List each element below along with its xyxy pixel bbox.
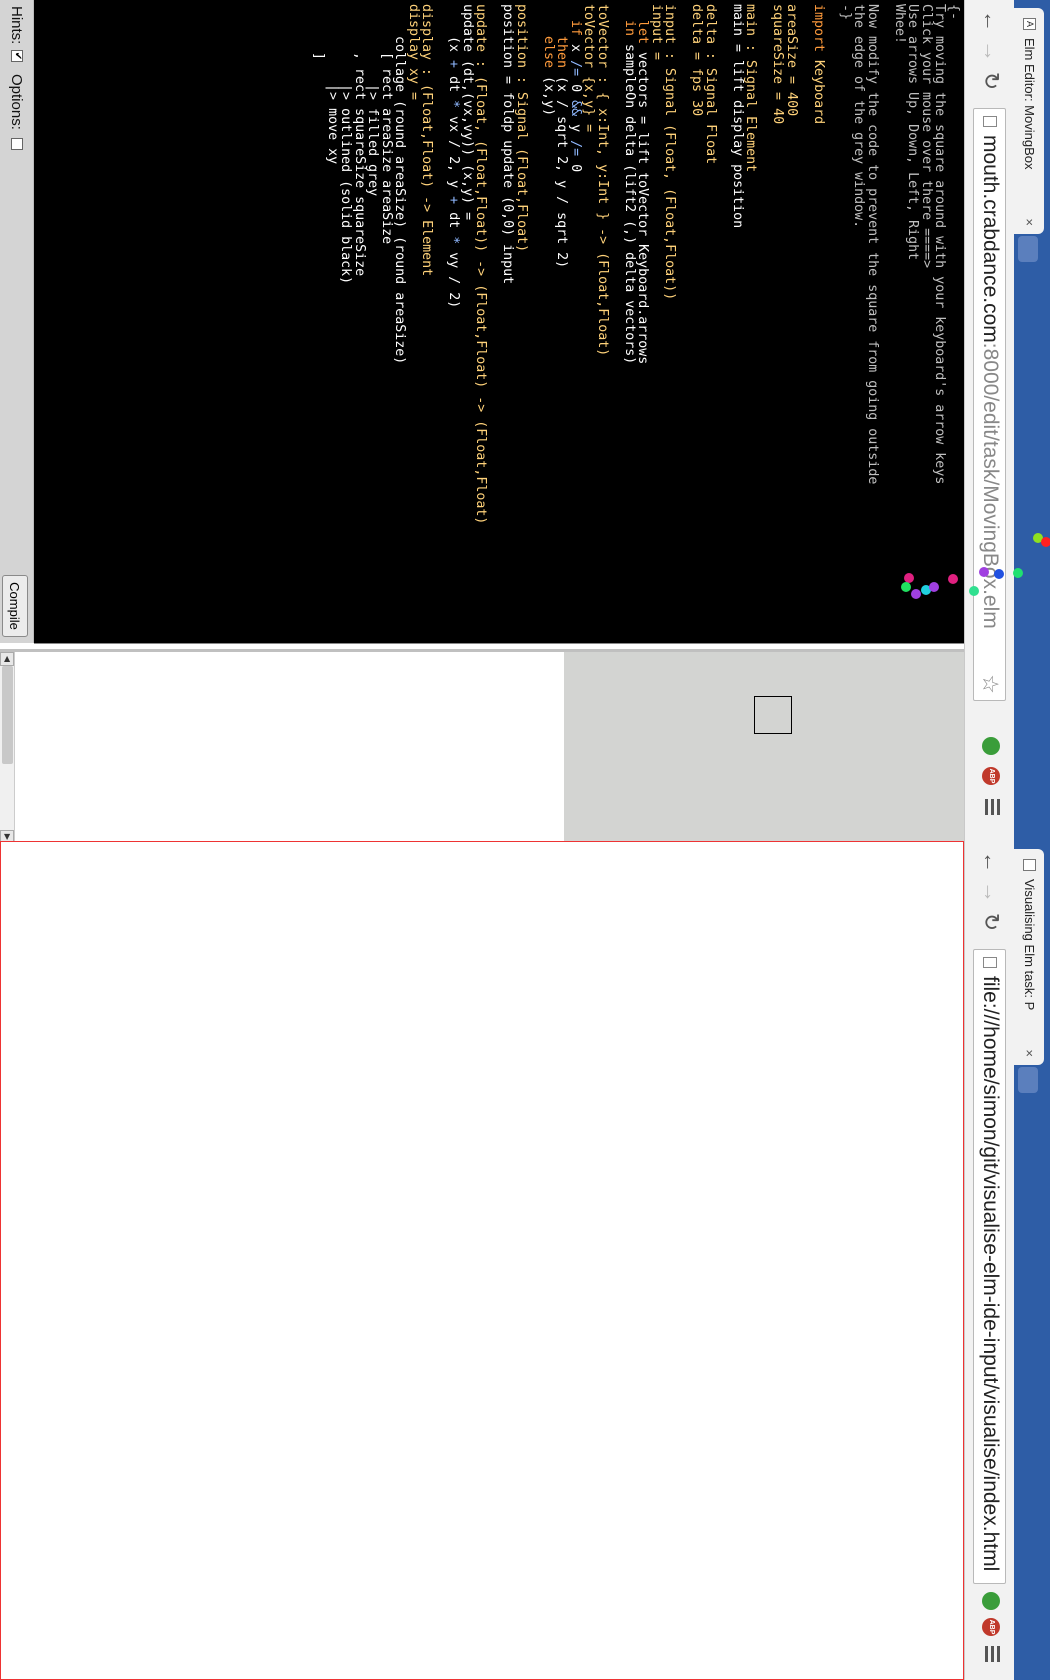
- input-dot: [901, 582, 911, 592]
- input-dot: [1013, 568, 1023, 578]
- input-dot: [994, 569, 1004, 579]
- input-dot: [948, 574, 958, 584]
- input-dot: [904, 573, 914, 583]
- input-dot: [1041, 537, 1050, 547]
- input-dot: [921, 585, 931, 595]
- input-dot: [929, 582, 939, 592]
- input-dot: [979, 567, 989, 577]
- input-dot: [911, 589, 921, 599]
- input-dot: [1033, 533, 1043, 543]
- input-dot: [969, 586, 979, 596]
